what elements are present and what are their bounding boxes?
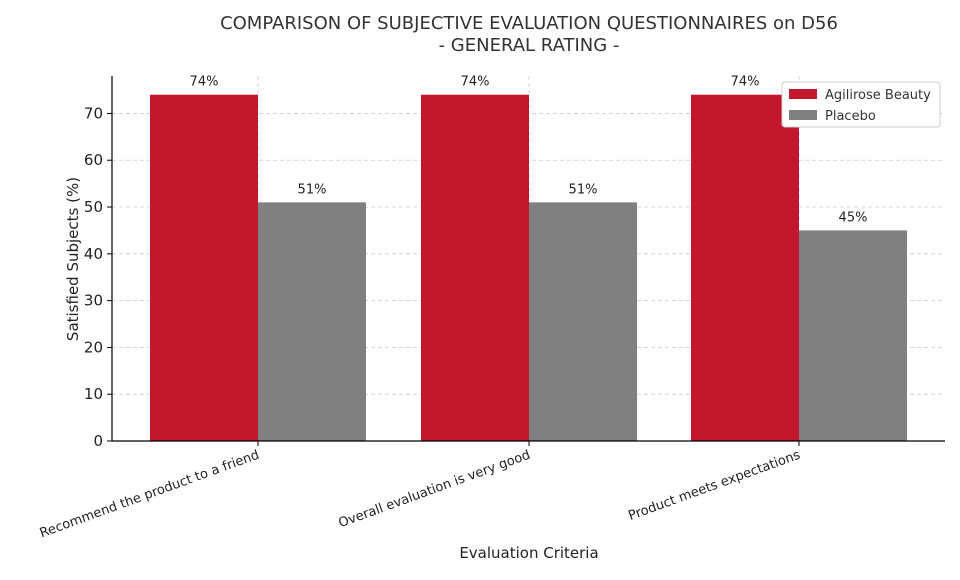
legend-label-agilirose: Agilirose Beauty [825, 88, 931, 103]
data-label-agilirose-beauty: 74% [731, 75, 760, 90]
x-axis-label: Evaluation Criteria [459, 544, 598, 562]
data-label-placebo: 51% [569, 182, 598, 197]
data-label-placebo: 51% [298, 182, 327, 197]
data-label-placebo: 45% [839, 210, 868, 225]
legend-frame [781, 81, 941, 128]
chart-title-line-2: - GENERAL RATING - [439, 35, 620, 56]
y-tick-label: 10 [84, 385, 103, 403]
data-labels: 74% 74% 74% 51% 51% 45% [190, 75, 868, 226]
data-label-agilirose-beauty: 74% [190, 75, 219, 90]
x-tick-label: Overall evaluation is very good [337, 448, 533, 531]
chart-title-line-1: COMPARISON OF SUBJECTIVE EVALUATION QUES… [220, 13, 838, 34]
y-tick-label: 30 [84, 292, 103, 310]
legend-swatch-placebo [789, 110, 817, 120]
bars [150, 94, 907, 441]
y-tick-label: 70 [84, 104, 103, 122]
bar-placebo [799, 230, 907, 441]
y-tick-label: 60 [84, 151, 103, 169]
y-tick-label: 0 [93, 432, 103, 450]
y-tick-label: 20 [84, 338, 103, 356]
bar-placebo [258, 202, 366, 441]
bar-agilirose-beauty [691, 94, 799, 441]
legend-swatch-agilirose [789, 89, 817, 99]
legend-label-placebo: Placebo [825, 109, 876, 124]
bar-placebo [529, 202, 637, 441]
legend: Agilirose Beauty Placebo [781, 81, 941, 128]
bar-agilirose-beauty [421, 94, 529, 441]
bar-agilirose-beauty [150, 94, 258, 441]
data-label-agilirose-beauty: 74% [461, 75, 490, 90]
y-tick-label: 50 [84, 198, 103, 216]
x-tick-label: Recommend the product to a friend [38, 448, 262, 542]
y-axis-label: Satisfied Subjects (%) [64, 177, 82, 341]
y-tick-label: 40 [84, 245, 103, 263]
x-tick-label: Product meets expectations [626, 448, 802, 524]
